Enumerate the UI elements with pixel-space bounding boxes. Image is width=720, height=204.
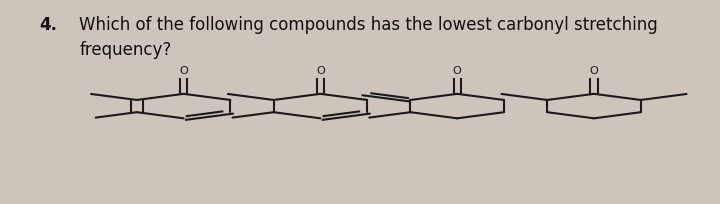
Text: O: O [453, 66, 462, 76]
Text: O: O [179, 66, 188, 76]
Text: O: O [590, 66, 598, 76]
Text: Which of the following compounds has the lowest carbonyl stretching
frequency?: Which of the following compounds has the… [79, 16, 658, 59]
Text: 4.: 4. [40, 16, 58, 34]
Text: O: O [316, 66, 325, 76]
